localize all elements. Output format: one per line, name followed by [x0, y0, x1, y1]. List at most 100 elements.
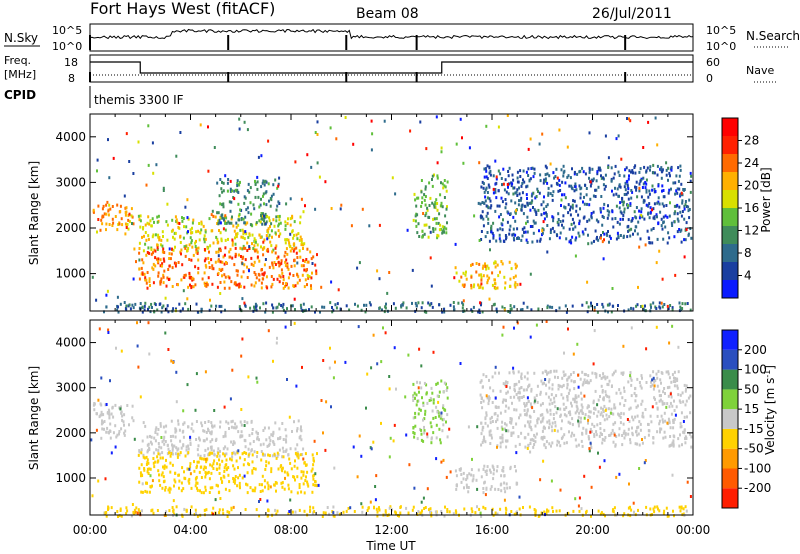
data-cell [302, 457, 305, 461]
data-cell [263, 214, 265, 218]
data-cell [101, 215, 104, 219]
data-cell [249, 186, 252, 190]
data-cell [459, 117, 462, 121]
data-cell [100, 218, 103, 222]
data-cell [203, 240, 206, 244]
data-cell [623, 429, 626, 433]
data-cell [100, 436, 103, 440]
data-cell [407, 511, 410, 515]
data-cell [271, 235, 273, 239]
data-cell [650, 420, 653, 424]
data-cell [628, 482, 630, 486]
data-cell [130, 214, 133, 218]
data-cell [261, 489, 264, 493]
data-cell [165, 284, 168, 288]
data-cell [281, 469, 284, 473]
data-cell [411, 508, 414, 512]
data-cell [209, 445, 212, 449]
data-cell [654, 397, 656, 401]
data-cell [421, 229, 424, 233]
data-cell [195, 476, 198, 480]
data-cell [653, 202, 656, 206]
data-cell [517, 396, 520, 400]
data-cell [633, 210, 636, 214]
data-cell [612, 225, 615, 229]
data-cell [183, 274, 186, 277]
data-cell [492, 221, 495, 225]
data-cell [184, 302, 187, 306]
data-cell [157, 257, 160, 261]
data-cell [280, 261, 283, 265]
data-cell [582, 381, 585, 385]
data-cell [603, 375, 606, 379]
data-cell [682, 430, 685, 434]
data-cell [210, 421, 213, 425]
data-cell [256, 243, 259, 247]
data-cell [193, 460, 195, 464]
data-cell [660, 414, 663, 418]
data-cell [190, 231, 193, 235]
data-cell [482, 217, 485, 221]
data-cell [548, 237, 551, 241]
data-cell [247, 447, 250, 451]
data-cell [152, 262, 155, 266]
data-cell [278, 302, 281, 306]
data-cell [393, 346, 396, 350]
data-cell [647, 423, 650, 426]
data-cell [311, 453, 314, 457]
data-cell [174, 245, 176, 249]
data-cell [105, 514, 108, 518]
data-cell [601, 437, 604, 441]
data-cell [574, 182, 577, 186]
data-cell [376, 510, 379, 514]
data-cell [666, 304, 669, 308]
data-cell [97, 218, 100, 221]
data-cell [131, 215, 134, 219]
data-cell [577, 394, 580, 398]
data-cell [583, 372, 586, 376]
data-cell [264, 212, 267, 216]
data-cell [289, 245, 292, 249]
data-cell [323, 305, 326, 309]
data-cell [441, 429, 444, 433]
data-cell [140, 448, 143, 452]
station-title: Fort Hays West (fitACF) [90, 0, 275, 18]
data-cell [526, 197, 528, 200]
data-cell [531, 199, 534, 203]
data-cell [123, 431, 126, 435]
data-cell [667, 231, 670, 235]
data-cell [590, 241, 593, 245]
data-cell [498, 233, 501, 237]
data-cell [313, 439, 316, 443]
data-cell [165, 424, 168, 428]
data-cell [299, 235, 302, 239]
data-cell [549, 412, 552, 416]
data-cell [250, 212, 253, 216]
data-cell [254, 305, 257, 309]
data-cell [603, 428, 606, 432]
data-cell [276, 451, 279, 455]
data-cell [506, 183, 509, 186]
data-cell [286, 264, 289, 267]
data-cell [305, 475, 307, 479]
data-cell [112, 431, 115, 435]
data-cell [680, 191, 683, 195]
data-cell [188, 258, 191, 261]
data-cell [208, 308, 211, 312]
data-cell [251, 453, 254, 457]
data-cell [142, 453, 145, 457]
data-cell [608, 234, 611, 238]
data-cell [639, 428, 642, 432]
data-cell [156, 248, 159, 251]
data-cell [170, 419, 173, 423]
data-cell [492, 477, 495, 481]
data-cell [555, 509, 558, 513]
data-cell [217, 240, 220, 244]
data-cell [423, 431, 426, 435]
data-cell [656, 201, 659, 205]
data-cell [196, 481, 199, 485]
data-cell [525, 193, 528, 197]
data-cell [139, 395, 142, 399]
data-cell [668, 188, 671, 192]
data-cell [203, 457, 205, 461]
